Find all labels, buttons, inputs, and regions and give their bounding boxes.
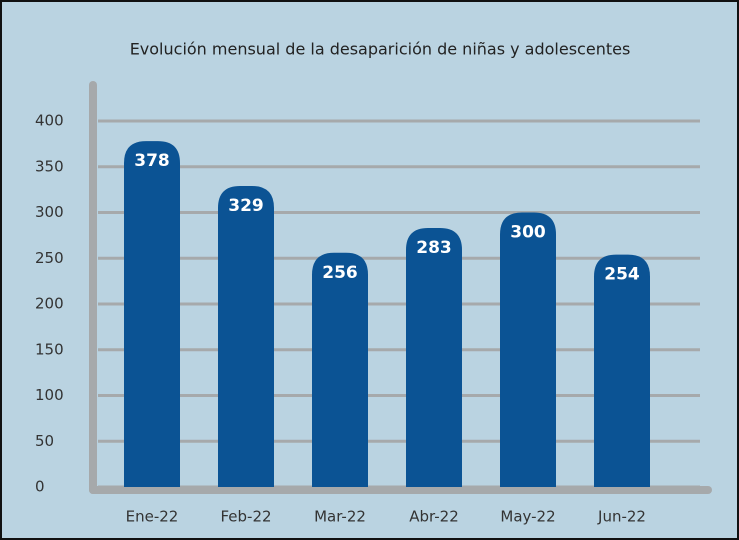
y-tick-label: 50: [35, 432, 54, 450]
value-label: 256: [322, 263, 358, 283]
value-label: 329: [228, 196, 264, 216]
y-tick-label: 350: [35, 157, 64, 175]
bar: [124, 141, 180, 487]
chart-title: Evolución mensual de la desaparición de …: [130, 40, 631, 59]
y-tick-label: 150: [35, 340, 64, 358]
x-tick-label: Mar-22: [314, 508, 366, 526]
x-tick-label: Feb-22: [220, 508, 271, 526]
value-label: 300: [510, 223, 546, 243]
x-tick-label: Jun-22: [597, 508, 646, 526]
y-tick-label: 250: [35, 249, 64, 267]
x-tick-label: Abr-22: [409, 508, 459, 526]
y-tick-label: 300: [35, 203, 64, 221]
bar: [312, 252, 368, 487]
y-tick-label: 200: [35, 295, 64, 313]
bar: [218, 185, 274, 487]
bar: [406, 228, 462, 487]
value-label: 254: [604, 265, 640, 285]
bar: [594, 254, 650, 487]
x-tick-label: Ene-22: [126, 508, 179, 526]
y-tick-label: 100: [35, 386, 64, 404]
x-tick-label: May-22: [500, 508, 555, 526]
value-label: 378: [134, 151, 170, 171]
value-label: 283: [416, 238, 452, 258]
y-tick-label: 0: [35, 478, 45, 496]
y-tick-label: 400: [35, 112, 64, 130]
bar: [500, 212, 556, 487]
